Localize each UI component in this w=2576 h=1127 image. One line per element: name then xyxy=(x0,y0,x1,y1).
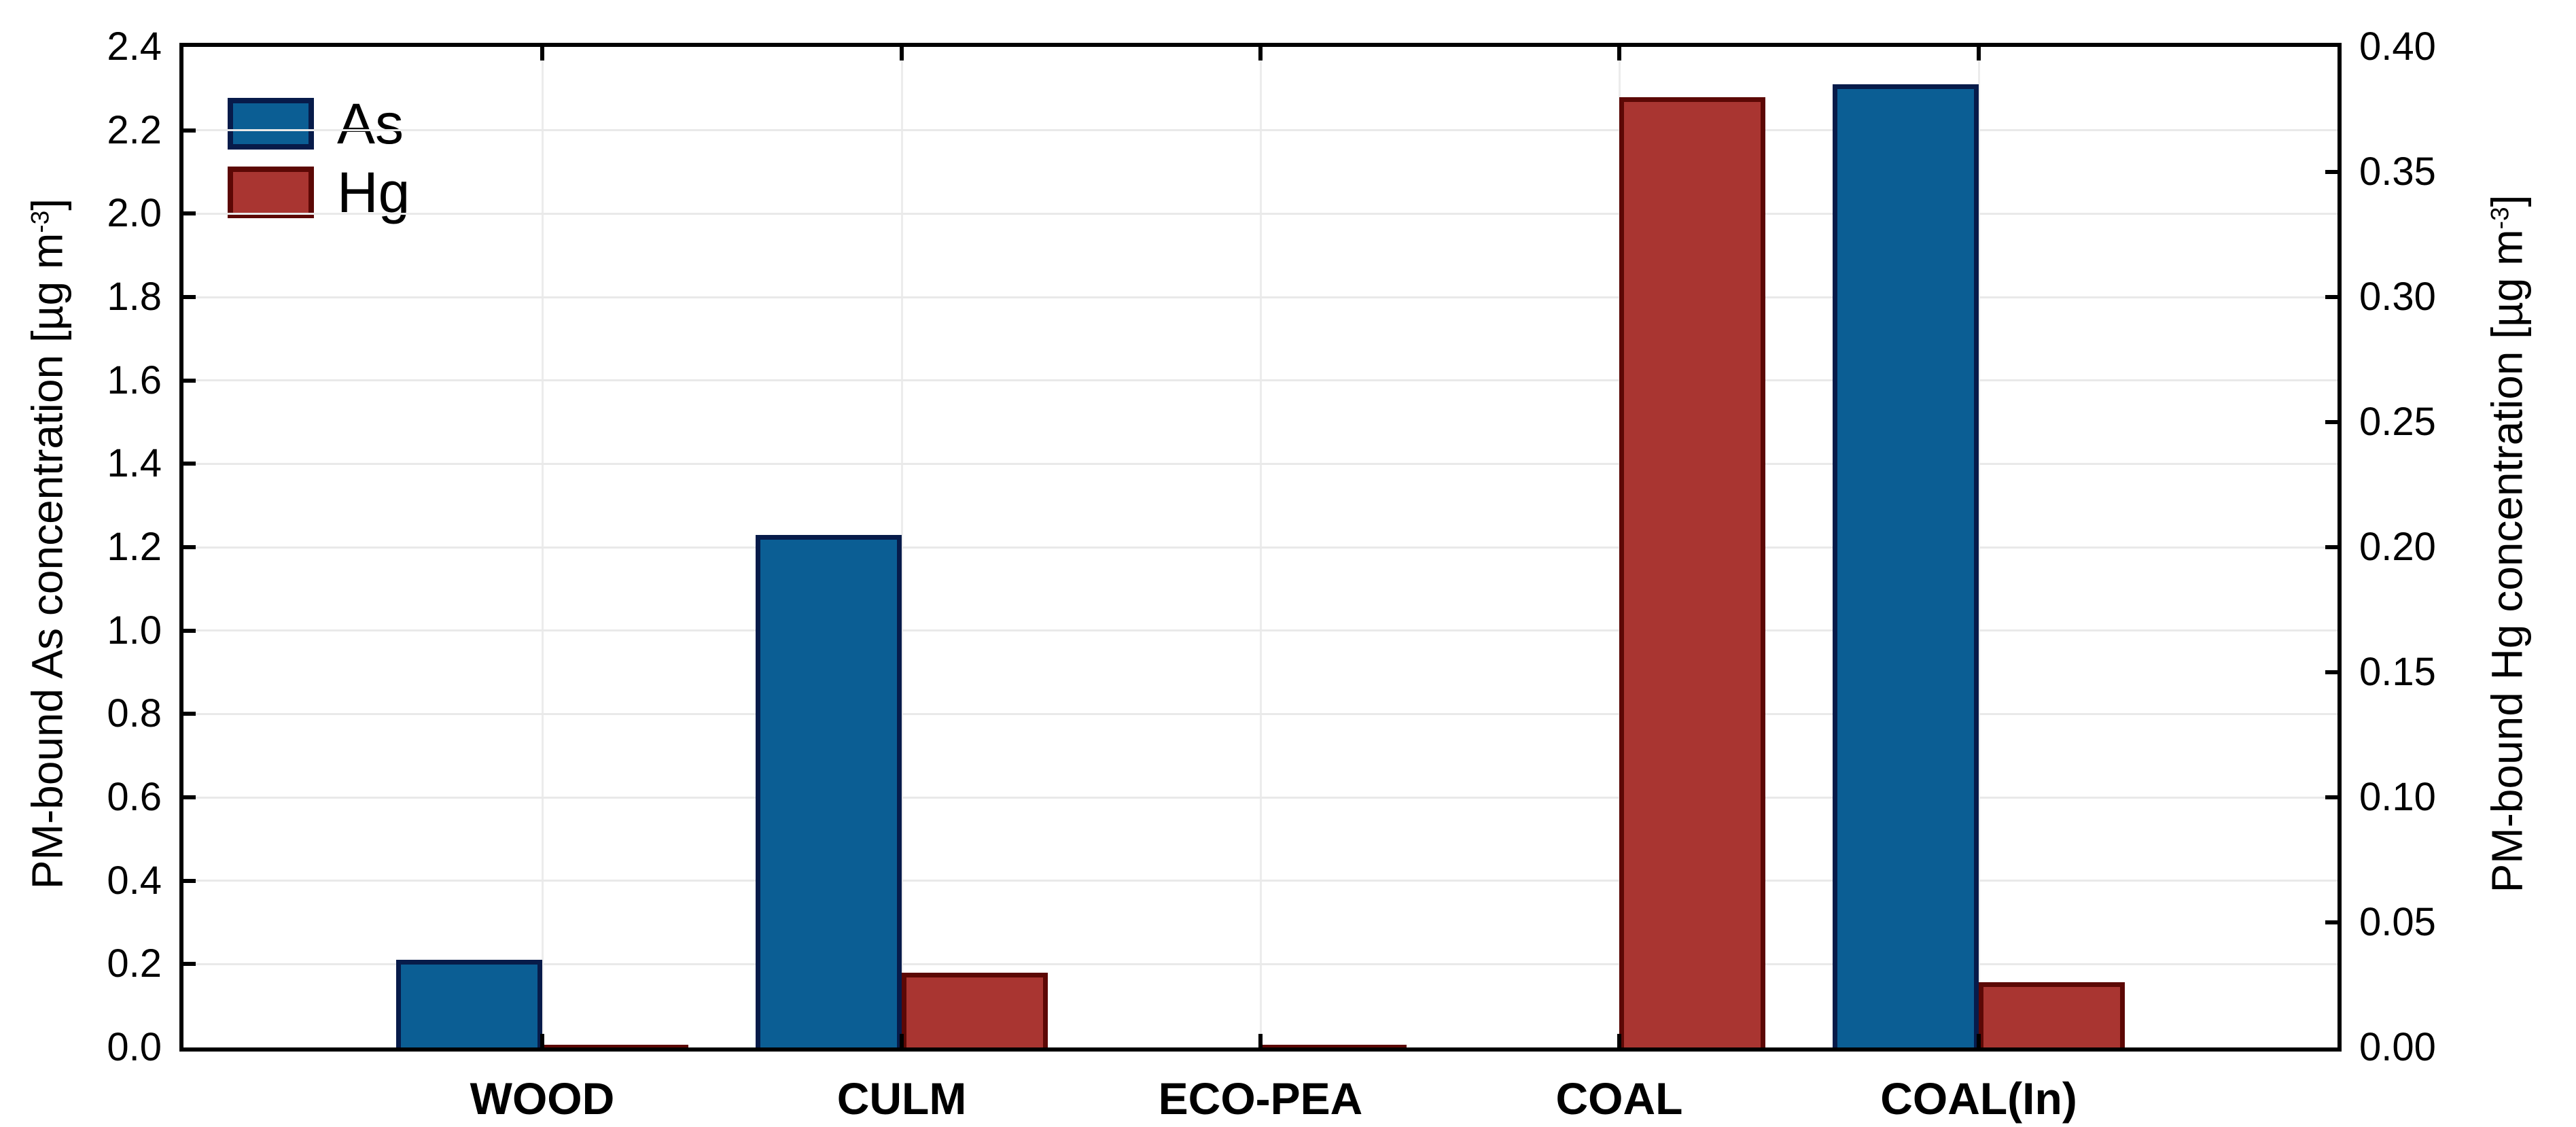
legend-entry-hg: Hg xyxy=(228,164,410,221)
left-axis-title-text: PM-bound As concentration [µg m xyxy=(22,232,72,890)
left-axis-tick xyxy=(183,628,196,633)
bar-hg-coal xyxy=(1619,97,1765,1047)
h-gridline-0.8 xyxy=(183,712,2337,715)
left-axis-tick-label: 1.8 xyxy=(107,275,162,319)
left-axis-tick xyxy=(183,795,196,799)
right-axis-tick xyxy=(2325,670,2337,674)
bottom-axis-tick xyxy=(1258,1034,1263,1047)
category-label-eco-pea: ECO-PEA xyxy=(1158,1073,1363,1124)
top-axis-tick xyxy=(900,47,904,60)
right-axis-tick-label: 0.30 xyxy=(2359,275,2436,319)
bar-as-coal(in) xyxy=(1833,84,1979,1047)
plot-area: As Hg 0.0 0.2 0.4 0.6 0.8 1.0 1.2 1.4 1.6 1.8 2.0 2… xyxy=(107,24,2436,1122)
legend-swatch-as xyxy=(228,98,314,150)
bottom-axis-tick xyxy=(1977,1034,1981,1047)
right-axis-tick-label: 0.10 xyxy=(2359,775,2436,819)
bar-hg-coal(in) xyxy=(1979,982,2125,1047)
legend-swatch-hg xyxy=(228,167,314,218)
top-axis-tick xyxy=(1258,47,1263,60)
right-axis-tick xyxy=(2325,170,2337,174)
left-axis-tick xyxy=(183,962,196,967)
category-label-coal(in): COAL(In) xyxy=(1880,1073,2077,1124)
left-axis-tick-label: 1.2 xyxy=(107,525,162,569)
legend-label-hg: Hg xyxy=(337,160,410,224)
left-axis-tick xyxy=(183,211,196,216)
right-axis-tick xyxy=(2325,795,2337,799)
left-axis-tick-label: 2.0 xyxy=(107,191,162,236)
h-gridline-2.2 xyxy=(183,129,2337,132)
right-axis-tick-label: 0.00 xyxy=(2359,1025,2436,1069)
left-axis-tick-label: 1.4 xyxy=(107,441,162,486)
h-gridline-1.2 xyxy=(183,546,2337,549)
top-axis-tick xyxy=(1977,47,1981,60)
left-axis-tick xyxy=(183,462,196,466)
right-axis-title-superscript: -3 xyxy=(2485,207,2514,230)
left-axis-tick xyxy=(183,128,196,133)
left-axis-title-suffix: ] xyxy=(22,198,72,211)
category-label-coal: COAL xyxy=(1555,1073,1683,1124)
top-axis-tick xyxy=(540,47,544,60)
h-gridline-1.6 xyxy=(183,379,2337,382)
left-axis-tick-label: 1.0 xyxy=(107,608,162,653)
legend-entry-as: As xyxy=(228,95,410,152)
left-axis-tick-label: 0.2 xyxy=(107,941,162,986)
right-axis-tick-label: 0.05 xyxy=(2359,900,2436,944)
left-axis-tick xyxy=(183,378,196,383)
right-axis-title-text: PM-bound Hg concentration [µg m xyxy=(2482,229,2532,893)
h-gridline-2.0 xyxy=(183,212,2337,215)
legend-label-as: As xyxy=(337,92,404,156)
left-axis-tick xyxy=(183,878,196,883)
right-axis-tick-label: 0.35 xyxy=(2359,150,2436,194)
bar-as-culm xyxy=(756,535,902,1047)
legend: As Hg xyxy=(228,95,410,221)
h-gridline-0.2 xyxy=(183,963,2337,965)
bottom-axis-tick xyxy=(900,1034,904,1047)
h-gridline-0.4 xyxy=(183,880,2337,882)
bar-hg-eco-pea xyxy=(1260,1045,1407,1047)
bar-hg-wood xyxy=(542,1045,688,1047)
left-axis-tick-label: 0.6 xyxy=(107,775,162,819)
right-axis-title: PM-bound Hg concentration [µg m-3] xyxy=(2482,194,2535,893)
left-axis-tick-label: 0.8 xyxy=(107,691,162,736)
right-axis-tick xyxy=(2325,420,2337,424)
h-gridline-1.0 xyxy=(183,629,2337,632)
left-axis-tick-label: 2.4 xyxy=(107,24,162,69)
h-gridline-0.6 xyxy=(183,796,2337,799)
h-gridline-1.8 xyxy=(183,296,2337,298)
left-axis-tick xyxy=(183,545,196,549)
h-gridline-1.4 xyxy=(183,462,2337,465)
right-axis-title-suffix: ] xyxy=(2482,194,2532,207)
left-axis-tick-label: 0.4 xyxy=(107,858,162,903)
bar-as-wood xyxy=(396,960,542,1047)
right-axis-tick-label: 0.15 xyxy=(2359,650,2436,694)
left-axis-tick xyxy=(183,295,196,299)
right-axis-tick-label: 0.25 xyxy=(2359,400,2436,444)
bottom-axis-tick xyxy=(540,1034,544,1047)
right-axis-tick xyxy=(2325,545,2337,549)
bottom-axis-tick xyxy=(1617,1034,1621,1047)
left-axis-title-superscript: -3 xyxy=(25,210,54,233)
category-label-culm: CULM xyxy=(836,1073,967,1124)
left-axis-tick-label: 1.6 xyxy=(107,358,162,402)
bar-hg-culm xyxy=(902,973,1048,1047)
category-label-wood: WOOD xyxy=(470,1073,615,1124)
right-axis-tick-label: 0.40 xyxy=(2359,24,2436,69)
right-axis-tick xyxy=(2325,295,2337,299)
top-axis-tick xyxy=(1617,47,1621,60)
left-axis-tick-label: 2.2 xyxy=(107,107,162,152)
right-axis-tick-label: 0.20 xyxy=(2359,525,2436,569)
left-axis-tick xyxy=(183,712,196,716)
left-axis-tick-label: 0.0 xyxy=(107,1025,162,1069)
right-axis-tick xyxy=(2325,920,2337,924)
left-axis-title: PM-bound As concentration [µg m-3] xyxy=(22,198,75,890)
